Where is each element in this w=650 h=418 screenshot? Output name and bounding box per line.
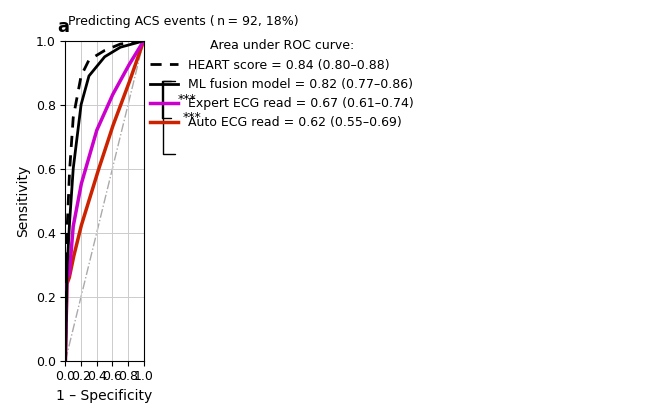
Text: ***: *** xyxy=(178,93,197,106)
Legend: HEART score = 0.84 (0.80–0.88), ML fusion model = 0.82 (0.77–0.86), Expert ECG r: HEART score = 0.84 (0.80–0.88), ML fusio… xyxy=(145,34,419,135)
Text: a: a xyxy=(58,18,70,36)
Text: ***: *** xyxy=(183,111,202,124)
Text: Predicting ACS events ( n = 92, 18%): Predicting ACS events ( n = 92, 18%) xyxy=(68,15,298,28)
Y-axis label: Sensitivity: Sensitivity xyxy=(16,165,30,237)
X-axis label: 1 – Specificity: 1 – Specificity xyxy=(57,389,153,403)
